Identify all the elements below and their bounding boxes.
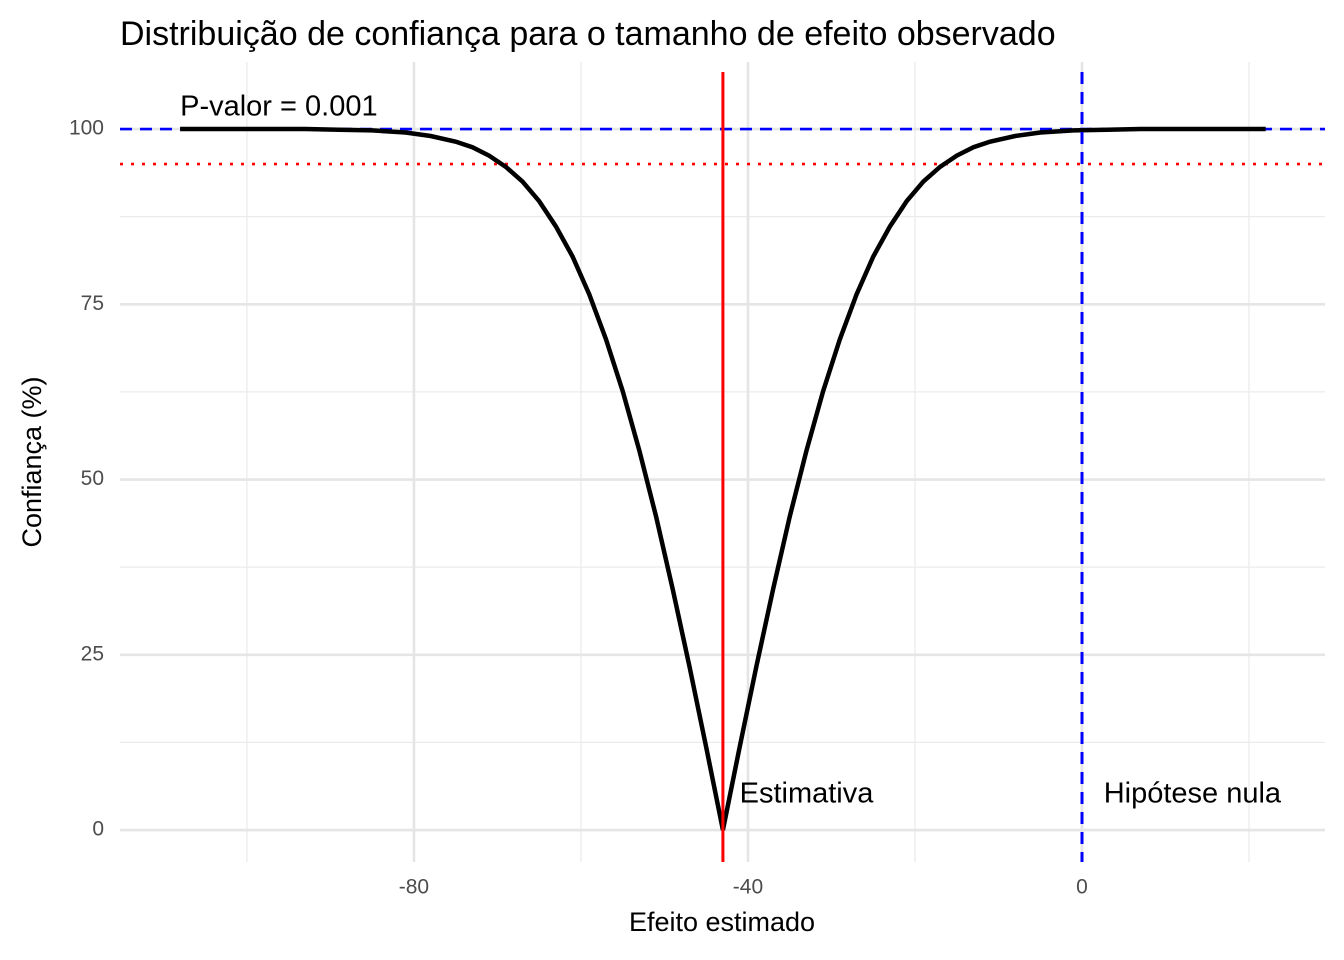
y-tick-label: 75 — [81, 292, 104, 315]
y-tick-label: 50 — [81, 467, 104, 490]
chart-title: Distribuição de confiança para o tamanho… — [120, 15, 1056, 53]
annotation: Estimativa — [740, 778, 875, 810]
y-tick-label: 25 — [81, 642, 104, 665]
annotation: Hipótese nula — [1104, 778, 1282, 810]
x-axis-title: Efeito estimado — [629, 907, 815, 937]
x-tick-label: -40 — [733, 876, 763, 899]
x-tick-label: -80 — [399, 876, 429, 899]
y-tick-label: 100 — [69, 117, 104, 140]
y-tick-label: 0 — [92, 818, 104, 841]
x-tick-label: 0 — [1076, 876, 1088, 899]
y-axis-title: Confiança (%) — [17, 376, 47, 547]
annotation: P-valor = 0.001 — [180, 91, 377, 123]
